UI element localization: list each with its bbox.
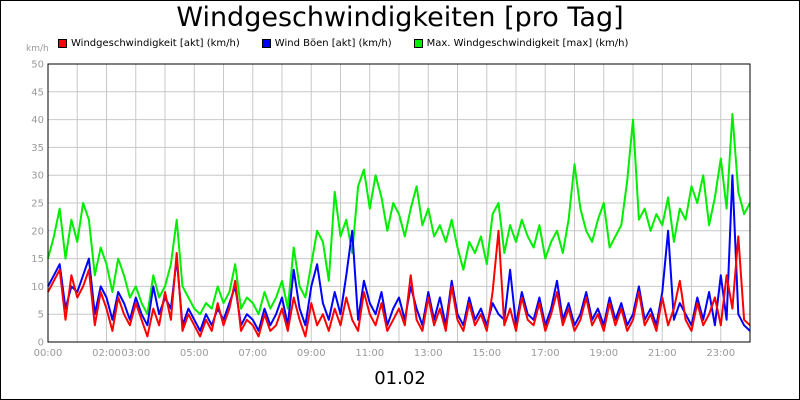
y-tick-label: 0 [38, 338, 44, 349]
legend-label-gusts: Wind Böen [akt] (km/h) [274, 38, 392, 49]
y-tick-label: 5 [38, 310, 44, 321]
x-tick-label: 05:00 [180, 348, 209, 359]
x-tick-label: 15:00 [472, 348, 501, 359]
chart-legend: Windgeschwindigkeit [akt] (km/h) Wind Bö… [58, 38, 650, 49]
y-tick-label: 50 [31, 60, 44, 71]
x-tick-label: 02:00 [92, 348, 121, 359]
x-tick-label: 19:00 [589, 348, 618, 359]
series-line-2 [47, 113, 751, 316]
x-tick-label: 17:00 [531, 348, 560, 359]
x-tick-label: 00:00 [34, 348, 63, 359]
legend-label-max: Max. Windgeschwindigkeit [max] (km/h) [426, 38, 629, 49]
y-tick-label: 35 [31, 143, 44, 154]
x-tick-label: 21:00 [648, 348, 677, 359]
y-tick-label: 20 [31, 226, 44, 237]
plot-area-border [47, 63, 751, 343]
x-tick-label: 07:00 [238, 348, 267, 359]
chart-series [47, 113, 751, 338]
x-tick-label: 11:00 [355, 348, 384, 359]
y-axis-unit: km/h [26, 44, 49, 54]
y-tick-label: 30 [31, 171, 44, 182]
y-tick-label: 15 [31, 254, 44, 265]
x-tick-label: 13:00 [414, 348, 443, 359]
legend-swatch-red [58, 39, 67, 48]
y-tick-label: 45 [31, 87, 44, 98]
legend-label-speed: Windgeschwindigkeit [akt] (km/h) [71, 38, 240, 49]
legend-item-speed: Windgeschwindigkeit [akt] (km/h) [58, 38, 240, 49]
series-line-0 [47, 229, 751, 338]
legend-swatch-blue [261, 39, 271, 48]
legend-swatch-green [413, 39, 423, 48]
y-axis-ticks: 0 5 10 15 20 25 30 35 40 45 50 [31, 60, 44, 349]
legend-item-gusts: Wind Böen [akt] (km/h) [261, 38, 392, 49]
chart-date-label: 01.02 [374, 368, 426, 389]
chart-title: Windgeschwindigkeiten [pro Tag] [176, 2, 624, 33]
y-tick-label: 25 [31, 199, 44, 210]
x-tick-label: 23:00 [706, 348, 735, 359]
y-tick-label: 40 [31, 115, 44, 126]
x-tick-label: 03:00 [121, 348, 150, 359]
legend-item-max: Max. Windgeschwindigkeit [max] (km/h) [413, 38, 629, 49]
x-tick-label: 09:00 [297, 348, 326, 359]
x-axis-ticks: 00:00 02:00 03:00 05:00 07:00 09:00 11:00 13:00… [34, 348, 736, 359]
y-tick-label: 10 [31, 282, 44, 293]
